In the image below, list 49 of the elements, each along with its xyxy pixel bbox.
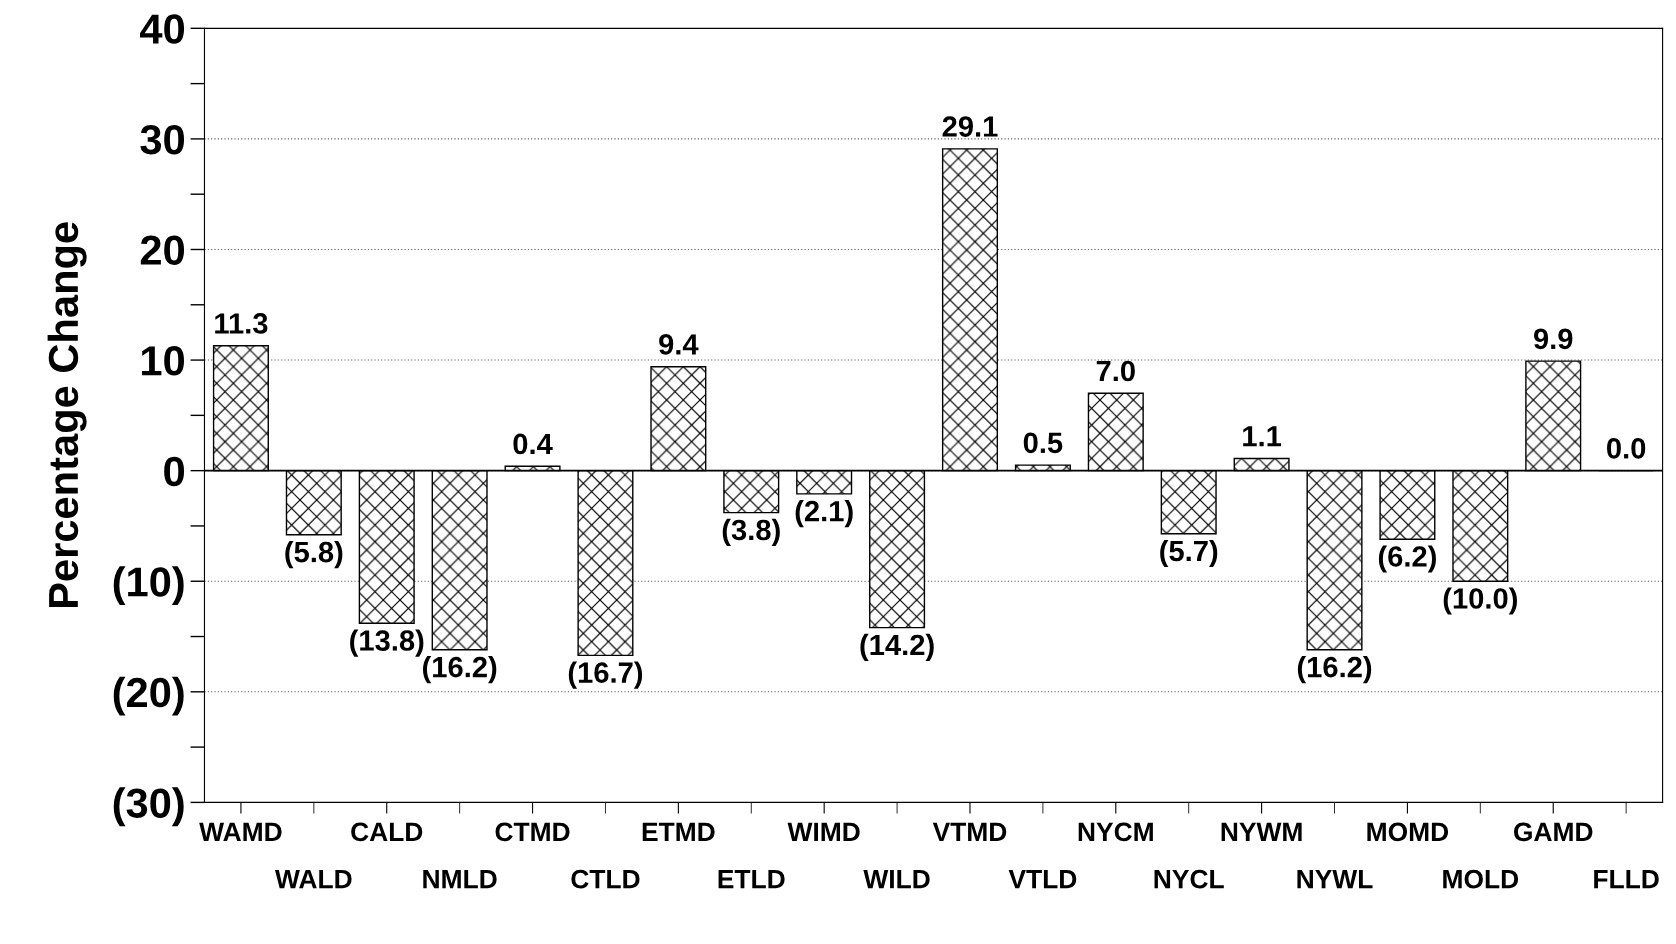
data-label: (5.8)	[285, 540, 343, 569]
data-label: 1.1	[1243, 426, 1282, 447]
x-tick-label: CALD	[351, 822, 423, 842]
data-label: 29.1	[942, 116, 998, 137]
data-label: (2.1)	[795, 500, 853, 528]
y-tick-label: (10)	[113, 566, 184, 605]
y-tick-label: 30	[140, 124, 185, 155]
y-tick-label: 10	[142, 346, 185, 376]
data-label: 0.0	[1607, 438, 1646, 459]
x-tick-label: WALD	[275, 870, 352, 889]
data-label: (6.2)	[1378, 545, 1436, 573]
data-label: (16.2)	[423, 655, 497, 684]
data-label: 11.3	[215, 313, 268, 334]
x-tick-label: MOMD	[1367, 822, 1449, 842]
x-tick-label: MOLD	[1443, 869, 1519, 889]
x-tick-label: NYCL	[1154, 869, 1224, 889]
x-tick-label: FLLD	[1594, 870, 1659, 889]
data-label: 7.0	[1096, 360, 1135, 382]
x-tick-label: CTMD	[495, 822, 570, 842]
x-tick-label: WAMD	[199, 822, 282, 841]
x-tick-label: VTLD	[1008, 870, 1077, 889]
x-tick-label: NYWL	[1297, 870, 1373, 889]
data-label: (16.7)	[568, 661, 643, 689]
data-label: (14.2)	[860, 633, 934, 662]
x-tick-label: WIMD	[787, 822, 860, 841]
y-tick-label: (20)	[113, 676, 184, 716]
x-tick-label: CTLD	[571, 869, 640, 889]
x-tick-label: NYWM	[1221, 822, 1302, 841]
x-tick-label: WILD	[863, 870, 930, 889]
data-label: 9.4	[659, 334, 699, 355]
data-label: (13.8)	[350, 629, 424, 657]
data-label: 9.9	[1533, 328, 1573, 350]
x-tick-label: NMLD	[423, 870, 497, 889]
x-tick-label: NYCM	[1078, 822, 1153, 842]
x-tick-label: GAMD	[1514, 822, 1593, 842]
data-label: (16.2)	[1297, 655, 1372, 684]
y-tick-label: 20	[140, 235, 185, 265]
y-tick-label: 40	[140, 14, 185, 44]
y-tick-label: 0	[164, 456, 185, 487]
x-tick-label: ETMD	[642, 822, 715, 841]
x-tick-label: ETLD	[718, 870, 785, 889]
data-label: 0.5	[1023, 432, 1063, 454]
data-label: 0.4	[513, 433, 553, 455]
x-tick-label: VTMD	[932, 822, 1007, 841]
y-tick-label: (30)	[113, 787, 184, 827]
data-label: (5.7)	[1160, 539, 1218, 568]
data-label: (3.8)	[722, 518, 780, 547]
data-label: (10.0)	[1443, 587, 1517, 615]
y-axis-title: Percentage Change	[47, 222, 87, 608]
